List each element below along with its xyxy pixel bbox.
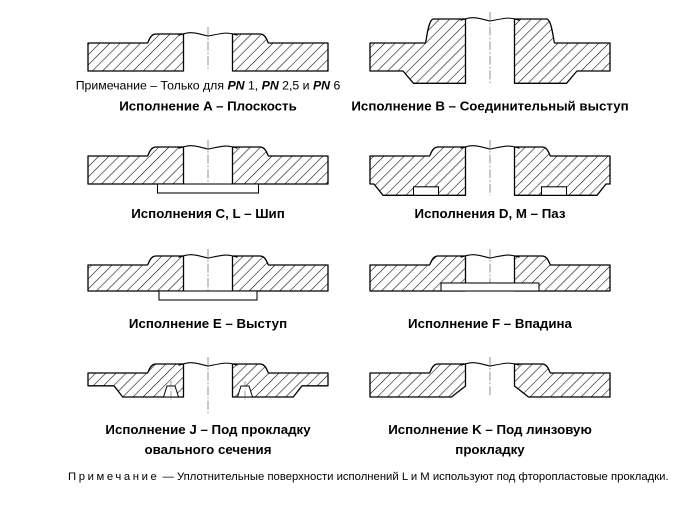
svg-text:Исполнение J – Под прокладку: Исполнение J – Под прокладку [105,422,311,437]
svg-text:прокладку: прокладку [455,442,525,457]
svg-text:Исполнение K – Под линзовую: Исполнение K – Под линзовую [388,422,592,437]
svg-text:Исполнение E – Выступ: Исполнение E – Выступ [129,316,287,331]
svg-text:Исполнение F – Впадина: Исполнение F – Впадина [408,316,573,331]
svg-text:Исполнение A – Плоскость: Исполнение A – Плоскость [119,99,297,114]
svg-text:Исполнения D, M – Паз: Исполнения D, M – Паз [415,206,566,221]
svg-text:Исполнение B – Соединительный: Исполнение B – Соединительный выступ [351,99,628,114]
svg-text:Исполнения C, L – Шип: Исполнения C, L – Шип [131,206,285,221]
svg-text:овального сечения: овального сечения [144,442,271,457]
svg-text:Примечание – Только для PN 1,: Примечание – Только для PN 1, PN 2,5 и P… [76,79,341,93]
